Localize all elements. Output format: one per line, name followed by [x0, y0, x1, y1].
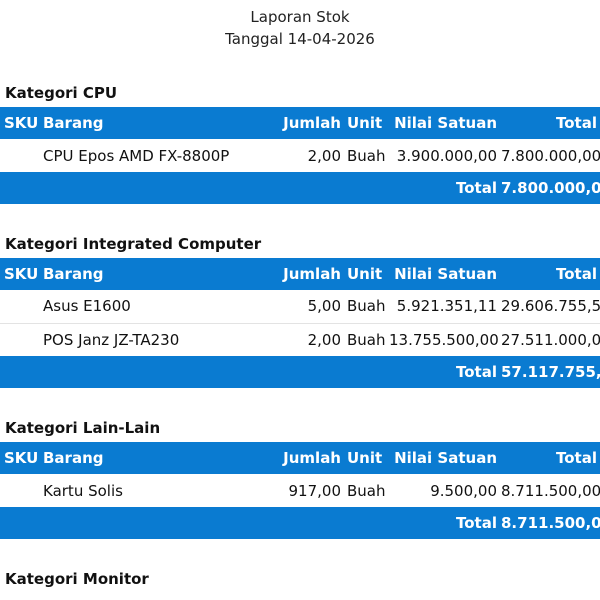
col-header-sku: SKU — [4, 449, 39, 467]
stock-table: SKU Barang Jumlah Unit Nilai Satuan Tota… — [0, 107, 600, 204]
category-section-lain-lain: Kategori Lain-Lain SKU Barang Jumlah Uni… — [0, 418, 600, 539]
cell-unit: Buah — [347, 146, 386, 165]
cell-nilai-satuan: 5.921.351,11 — [396, 297, 497, 316]
cell-barang: Kartu Solis — [43, 481, 123, 500]
stock-table: SKU Barang Jumlah Unit Nilai Satuan Tota… — [0, 258, 600, 388]
total-label: Total — [456, 363, 497, 381]
col-header-jumlah: Jumlah — [283, 265, 341, 283]
cell-unit: Buah — [347, 330, 386, 349]
table-header-row: SKU Barang Jumlah Unit Nilai Satuan Tota… — [0, 442, 600, 474]
cell-total: 7.800.000,00 — [501, 146, 600, 165]
total-label: Total — [456, 514, 497, 532]
cell-sku — [0, 474, 43, 507]
cell-total: 8.711.500,00 — [501, 481, 600, 500]
cell-total: 27.511.000,00 — [501, 330, 600, 349]
report-date: Tanggal 14-04-2026 — [225, 30, 375, 48]
col-header-unit: Unit — [347, 449, 383, 467]
cell-nilai-satuan: 3.900.000,00 — [396, 146, 497, 165]
col-header-nilai-satuan: Nilai Satuan — [394, 114, 497, 132]
col-header-barang: Barang — [43, 265, 104, 283]
cell-barang: Asus E1600 — [43, 297, 131, 316]
cell-nilai-satuan: 13.755.500,00 — [389, 330, 499, 349]
col-header-sku: SKU — [4, 265, 39, 283]
col-header-nilai-satuan: Nilai Satuan — [394, 265, 497, 283]
category-title: Kategori CPU — [5, 84, 118, 102]
col-header-unit: Unit — [347, 114, 383, 132]
col-header-barang: Barang — [43, 449, 104, 467]
table-header-row: SKU Barang Jumlah Unit Nilai Satuan Tota… — [0, 258, 600, 290]
cell-barang: POS Janz JZ-TA230 — [43, 330, 180, 349]
total-label: Total — [456, 179, 497, 197]
table-row: POS Janz JZ-TA230 2,00 Buah 13.755.500,0… — [0, 323, 600, 356]
cell-jumlah: 2,00 — [307, 146, 341, 165]
table-row: CPU Epos AMD FX-8800P 2,00 Buah 3.900.00… — [0, 139, 600, 172]
cell-jumlah: 917,00 — [288, 481, 342, 500]
col-header-total: Total — [556, 449, 597, 467]
category-title: Kategori Integrated Computer — [5, 235, 262, 253]
total-value: 8.711.500,00 — [501, 514, 600, 532]
cell-unit: Buah — [347, 297, 386, 316]
table-total-row: Total 57.117.755,56 — [0, 356, 600, 388]
col-header-unit: Unit — [347, 265, 383, 283]
cell-unit: Buah — [347, 481, 386, 500]
col-header-nilai-satuan: Nilai Satuan — [394, 449, 497, 467]
table-row: Asus E1600 5,00 Buah 5.921.351,11 29.606… — [0, 290, 600, 323]
table-row: Kartu Solis 917,00 Buah 9.500,00 8.711.5… — [0, 474, 600, 507]
report-header: Laporan Stok Tanggal 14-04-2026 — [0, 0, 600, 50]
table-header-row: SKU Barang Jumlah Unit Nilai Satuan Tota… — [0, 107, 600, 139]
report-title: Laporan Stok — [250, 8, 350, 26]
cell-sku — [0, 323, 43, 356]
category-title: Kategori Monitor — [5, 570, 149, 588]
cell-sku — [0, 290, 43, 323]
stock-table: SKU Barang Jumlah Unit Nilai Satuan Tota… — [0, 442, 600, 539]
category-title: Kategori Lain-Lain — [5, 419, 161, 437]
total-value: 57.117.755,56 — [501, 363, 600, 381]
table-total-row: Total 8.711.500,00 — [0, 507, 600, 539]
cell-jumlah: 5,00 — [307, 297, 341, 316]
category-section-cpu: Kategori CPU SKU Barang Jumlah Unit Nila… — [0, 83, 600, 204]
col-header-sku: SKU — [4, 114, 39, 132]
cell-sku — [0, 139, 43, 172]
col-header-barang: Barang — [43, 114, 104, 132]
cell-jumlah: 2,00 — [307, 330, 341, 349]
cell-total: 29.606.755,56 — [501, 297, 600, 316]
col-header-total: Total — [556, 265, 597, 283]
col-header-jumlah: Jumlah — [283, 449, 341, 467]
col-header-total: Total — [556, 114, 597, 132]
col-header-jumlah: Jumlah — [283, 114, 341, 132]
category-section-monitor: Kategori Monitor — [0, 569, 600, 589]
table-total-row: Total 7.800.000,00 — [0, 172, 600, 204]
cell-barang: CPU Epos AMD FX-8800P — [43, 146, 230, 165]
category-section-integrated-computer: Kategori Integrated Computer SKU Barang … — [0, 234, 600, 388]
cell-nilai-satuan: 9.500,00 — [430, 481, 497, 500]
total-value: 7.800.000,00 — [501, 179, 600, 197]
